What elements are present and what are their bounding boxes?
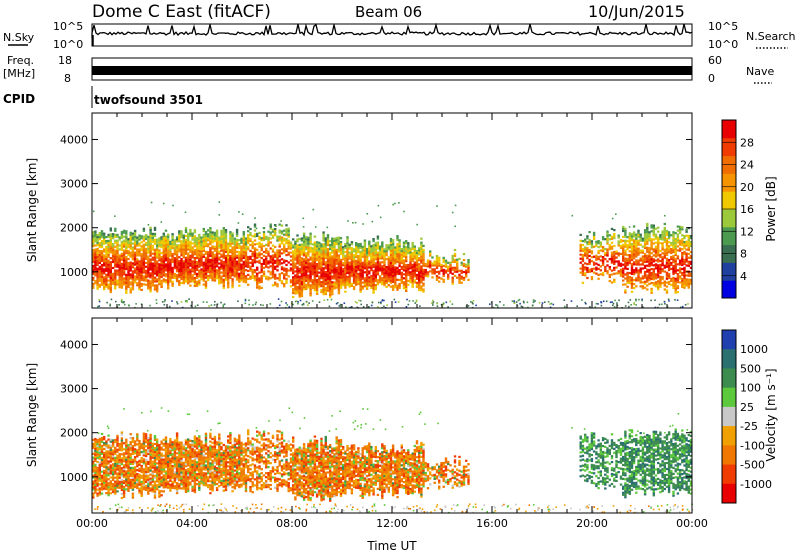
power-colorbar-ticks: 4 8 12 16 20 24 28 — [722, 136, 754, 283]
colorbar-tick-label: 28 — [740, 136, 754, 149]
power-x-axis — [91, 113, 693, 308]
freq-bottom-tick: 8 — [64, 72, 71, 85]
x-tick-label: 08:00 — [276, 517, 308, 530]
y-tick-label: 2000 — [60, 222, 88, 235]
colorbar-tick-label: 100 — [740, 382, 761, 395]
nsky-strip-frame — [91, 23, 693, 47]
x-tick-label: 04:00 — [176, 517, 208, 530]
velocity-colorbar-label: Velocity [m s⁻¹] — [764, 368, 778, 461]
colorbar-tick-label: -1000 — [740, 478, 772, 491]
x-tick-label: 00:00 — [76, 517, 108, 530]
cpid-label: CPID — [3, 92, 35, 106]
colorbar-tick-label: 8 — [740, 248, 747, 261]
plot-title: Dome C East (fitACF) — [92, 2, 271, 22]
x-tick-label: 12:00 — [376, 517, 408, 530]
colorbar-tick-label: -500 — [740, 459, 765, 472]
x-tick-label: 00:00 — [676, 517, 708, 530]
power-colorbar-label: Power [dB] — [764, 176, 778, 241]
freq-label: Freq. — [7, 54, 34, 67]
nave-top-tick: 60 — [708, 54, 722, 67]
cpid-text: twofsound 3501 — [94, 93, 203, 107]
power-y-axis: 1000 2000 3000 4000 — [60, 133, 692, 279]
velocity-y-axis-label: Slant Range [km] — [25, 363, 39, 467]
nsky-label: N.Sky — [3, 31, 35, 44]
velocity-x-axis: 00:00 04:00 08:00 12:00 16:00 20:00 00:00 — [76, 318, 708, 530]
x-tick-label: 20:00 — [576, 517, 608, 530]
nsearch-top-tick: 10^5 — [708, 20, 738, 33]
beam-label: Beam 06 — [355, 3, 422, 21]
colorbar-tick-label: 24 — [740, 159, 754, 172]
y-tick-label: 4000 — [60, 338, 88, 351]
y-tick-label: 3000 — [60, 383, 88, 396]
date-label: 10/Jun/2015 — [588, 2, 685, 21]
power-scatter — [92, 201, 693, 309]
colorbar-tick-label: 20 — [740, 181, 754, 194]
x-tick-label: 16:00 — [476, 517, 508, 530]
freq-top-tick: 18 — [58, 54, 72, 67]
colorbar-tick-label: 25 — [740, 401, 754, 414]
nsky-top-tick: 10^5 — [53, 20, 83, 33]
colorbar-tick-label: 500 — [740, 362, 761, 375]
x-axis-label: Time UT — [366, 539, 417, 553]
y-tick-label: 2000 — [60, 427, 88, 440]
nsearch-bottom-tick: 10^0 — [708, 38, 738, 51]
colorbar-tick-label: 1000 — [740, 343, 768, 356]
freq-unit: [MHz] — [3, 67, 35, 80]
velocity-colorbar — [722, 330, 736, 504]
velocity-colorbar-ticks: 1000 500 100 25 -25 -100 -500 -1000 — [740, 343, 772, 491]
colorbar-tick-label: 4 — [740, 270, 747, 283]
velocity-scatter — [92, 407, 694, 514]
colorbar-tick-label: -100 — [740, 439, 765, 452]
velocity-y-axis: 1000 2000 3000 4000 — [60, 338, 692, 484]
nsearch-label: N.Search — [746, 30, 796, 43]
colorbar-tick-label: 16 — [740, 203, 754, 216]
velocity-colorbar-frame — [721, 329, 737, 504]
freq-trace — [92, 66, 692, 75]
y-tick-label: 3000 — [60, 178, 88, 191]
nave-label: Nave — [746, 65, 774, 78]
nsky-bottom-tick: 10^0 — [53, 38, 83, 51]
colorbar-tick-label: 12 — [740, 225, 754, 238]
y-tick-label: 4000 — [60, 133, 88, 146]
nsky-trace — [91, 22, 693, 46]
y-tick-label: 1000 — [60, 266, 88, 279]
nave-bottom-tick: 0 — [708, 72, 715, 85]
colorbar-tick-label: -25 — [740, 420, 758, 433]
y-tick-label: 1000 — [60, 471, 88, 484]
power-y-axis-label: Slant Range [km] — [25, 158, 39, 262]
